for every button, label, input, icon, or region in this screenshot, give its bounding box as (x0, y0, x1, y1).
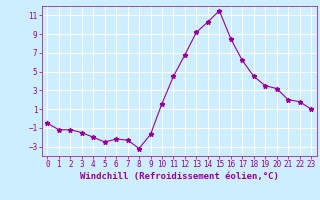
X-axis label: Windchill (Refroidissement éolien,°C): Windchill (Refroidissement éolien,°C) (80, 172, 279, 181)
